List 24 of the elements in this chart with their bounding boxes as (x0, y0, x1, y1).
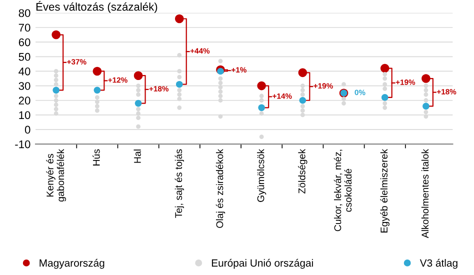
legend-label: V3 átlag (420, 258, 458, 269)
y-tick-label: 70 (18, 24, 30, 32)
y-tick-label: 0 (24, 126, 30, 134)
x-tick-label: Cukor, lekvár, méz, csokoládé (334, 150, 352, 232)
y-tick-label: 20 (18, 96, 30, 105)
x-tick-label: Hús (92, 149, 100, 166)
y-tick-label: 40 (18, 67, 30, 76)
x-tick-label: Alkoholmentes italok (421, 148, 429, 238)
x-tick-label: Hal (134, 150, 141, 163)
y-axis-title: Éves változás (százalék) (36, 0, 158, 13)
legend-label: Magyarország (40, 258, 104, 269)
y-tick-label: 80 (18, 9, 30, 18)
y-tick-label: 30 (18, 82, 30, 90)
x-tick-label: Gyümölcsök (257, 148, 266, 202)
x-tick-label: Zöldségek (298, 148, 308, 194)
y-tick-label: 10 (19, 111, 30, 120)
x-tick-label: Olaj és zsiradékok (216, 148, 226, 228)
legend-label: Európai Unió országai (212, 258, 313, 269)
x-tick-label: Kenyér és gabonafélék (46, 148, 66, 202)
x-tick-label: Tej, sajt és tojás (174, 149, 184, 218)
y-tick-label: 60 (18, 38, 30, 46)
y-tick-label: -10 (15, 140, 30, 148)
x-tick-label: Egyéb élelmiszerek (380, 148, 390, 232)
y-tick-label: 50 (18, 52, 30, 61)
